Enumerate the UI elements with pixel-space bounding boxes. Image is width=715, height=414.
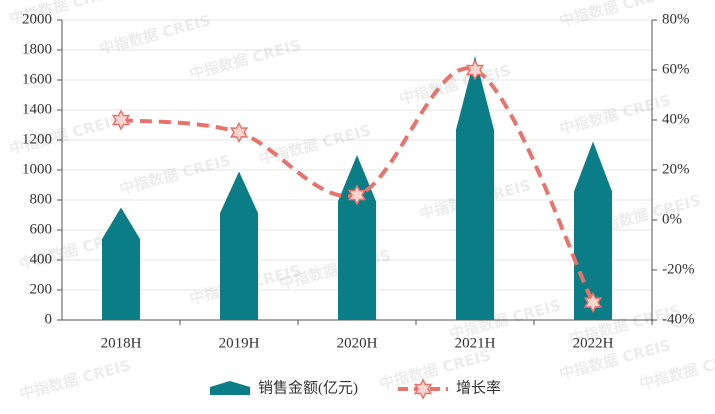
x-tick-label: 2021H [455,335,496,351]
watermark: 中指数据 CREIS [558,0,673,30]
y2-tick-label: -40% [662,311,695,327]
watermark: 中指数据 CREIS [558,91,673,138]
y2-tick-label: 80% [662,11,690,27]
marker [111,109,131,131]
y-tick-label: 1400 [22,101,52,117]
marker [465,59,485,81]
y2-tick-label: 40% [662,111,690,127]
y2-tick-label: 20% [662,161,690,177]
y2-tick-label: 60% [662,61,690,77]
x-tick-label: 2022H [573,335,614,351]
y-tick-label: 2000 [22,11,52,27]
watermark: 中指数据 CREIS [8,0,123,28]
watermark: 中指数据 CREIS [398,61,513,108]
watermark: 中指数据 CREIS [118,151,233,198]
y-tick-label: 200 [30,281,53,297]
watermark: 中指数据 CREIS [98,11,213,58]
marker [583,291,603,314]
line [120,66,595,304]
x-tick-label: 2019H [219,335,260,351]
y-tick-label: 1200 [22,131,52,147]
y-tick-label: 800 [30,191,53,207]
x-tick-label: 2020H [337,335,378,351]
legend-label: 增长率 [456,379,501,396]
bar [574,141,612,320]
bar [220,171,258,320]
y-tick-label: 1000 [22,161,52,177]
legend-marker [413,378,433,400]
y-tick-label: 400 [30,251,53,267]
legend-swatch [210,381,250,395]
y-tick-label: 1600 [22,71,52,87]
watermark: 中指数据 CREIS [18,356,133,403]
y-tick-label: 600 [30,221,53,237]
bar [456,56,494,320]
bar [338,155,376,320]
marker [229,121,249,144]
marker [347,184,367,206]
watermark: 中指数据 CREIS [188,36,303,83]
y-tick-label: 1800 [22,41,52,57]
y-tick-label: 0 [45,311,53,327]
y2-tick-label: 0% [662,211,682,227]
y2-tick-label: -20% [662,261,695,277]
legend-label: 销售金额(亿元) [258,379,358,396]
bar [102,207,140,320]
x-tick-label: 2018H [101,335,142,351]
